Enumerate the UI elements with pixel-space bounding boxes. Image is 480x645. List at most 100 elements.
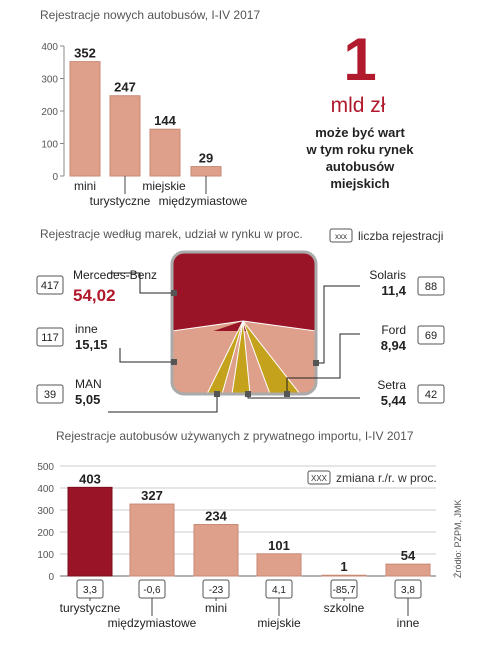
chart3-bar: [321, 574, 367, 577]
chart3-value-label: 101: [268, 538, 290, 553]
chart2-legend-label: liczba rejestracji: [358, 229, 443, 243]
chart3-category-label: inne: [397, 616, 420, 630]
chart1-y-tick: 400: [41, 42, 58, 53]
brand-name: inne: [75, 322, 98, 336]
chart3-category-label: turystyczne: [60, 601, 121, 615]
chart3-value-label: 54: [401, 548, 416, 563]
chart3-bar: [256, 553, 302, 577]
chart1-y-tick: 0: [52, 172, 58, 183]
chart2-title: Rejestracje według marek, udział w rynku…: [40, 227, 303, 241]
brand-name: MAN: [75, 377, 102, 391]
chart1-category-label: międzymiastowe: [159, 194, 248, 208]
slice-setra: [232, 321, 250, 394]
chart1-value-label: 352: [74, 46, 96, 61]
brand-count-box: [417, 325, 445, 345]
chart2-legend-box: [329, 228, 353, 243]
chart2-legend-box-text: xxx: [335, 232, 347, 241]
chart3-bar: [193, 524, 239, 577]
headline-unit: mld zł: [331, 94, 386, 117]
chart1-bar: [69, 61, 101, 177]
brand-count-box: [417, 384, 445, 404]
brand-share: 54,02: [73, 286, 116, 305]
chart3-y-tick: 500: [37, 462, 54, 473]
chart1-bar: [149, 128, 181, 177]
chart3-bar: [385, 563, 431, 577]
brand-share: 15,15: [75, 337, 108, 352]
chart3-bar: [129, 503, 175, 577]
chart3-change-value: -23: [209, 585, 224, 596]
brand-count: 417: [41, 280, 59, 292]
chart3-value-label: 327: [141, 488, 163, 503]
slice-solaris: [243, 321, 316, 394]
chart1-value-label: 29: [199, 151, 213, 166]
chart3-value-label: 403: [79, 471, 101, 486]
chart3-y-tick: 400: [37, 484, 54, 495]
chart3-y-tick: 0: [48, 572, 54, 583]
chart3-change-value: -85,7: [333, 585, 356, 596]
chart3-y-axis: 0 100 200 300 400 500: [37, 462, 436, 583]
brand-box-frame: [170, 250, 318, 396]
chart3-change-value: 3,3: [83, 585, 97, 596]
chart1-category-label: mini: [74, 179, 96, 193]
brand-count-box: [36, 275, 64, 295]
chart1-y-axis: 0 100 200 300 400: [41, 42, 65, 183]
headline-line-4: miejskich: [330, 176, 389, 191]
chart2-brand-box: [170, 250, 318, 396]
headline-number: 1: [343, 26, 376, 93]
chart1-category-label: miejskie: [142, 179, 186, 193]
chart1-bar: [190, 166, 222, 177]
brand-share: 5,05: [75, 392, 100, 407]
brand-count: 88: [425, 281, 437, 293]
chart3-title: Rejestracje autobusów używanych z prywat…: [56, 429, 414, 443]
brand-count: 69: [425, 330, 437, 342]
chart3-y-tick: 200: [37, 528, 54, 539]
brand-name: Setra: [377, 378, 406, 392]
chart3-change-value: -0,6: [143, 585, 161, 596]
chart1-y-tick: 100: [41, 140, 58, 151]
chart1-y-tick: 300: [41, 75, 58, 86]
brand-share: 8,94: [381, 338, 407, 353]
chart3-legend-box: [307, 470, 331, 485]
chart2-leader-markers: [171, 290, 319, 397]
brand-count-box: [417, 276, 445, 296]
chart3-change-value: 4,1: [272, 585, 286, 596]
brand-count: 117: [41, 332, 59, 344]
chart3-y-tick: 300: [37, 506, 54, 517]
chart3-change-value: 3,8: [401, 585, 415, 596]
chart3-category-label: szkolne: [324, 601, 365, 615]
source-credit: Źródło: PZPM, JMK: [453, 499, 463, 578]
brand-name: Ford: [381, 323, 406, 337]
chart2-leader-lines: [108, 272, 360, 413]
chart3-legend-box-text: XXX: [311, 474, 328, 483]
chart3-category-label: miejskie: [257, 616, 301, 630]
slice-inne-upper: [172, 321, 243, 345]
chart1-value-label: 247: [114, 80, 136, 95]
chart3-bar: [67, 486, 113, 577]
brand-count: 39: [44, 389, 56, 401]
chart3-value-label: 1: [340, 559, 347, 574]
chart3-category-label: międzymiastowe: [108, 616, 197, 630]
headline-line-1: może być wart: [315, 125, 405, 140]
chart3-y-tick: 100: [37, 550, 54, 561]
chart3-legend-label: zmiana r./r. w proc.: [336, 471, 437, 485]
headline-line-2: w tym roku rynek: [306, 142, 415, 157]
brand-count-box: [36, 327, 64, 347]
brand-share: 5,44: [381, 393, 407, 408]
chart1-category-label: turystyczne: [90, 194, 151, 208]
brand-name: Mercedes-Benz: [73, 268, 157, 282]
brand-name: Solaris: [369, 268, 406, 282]
brand-count-box: [36, 384, 64, 404]
chart1-bar: [109, 95, 141, 177]
chart3-bars: 403 3,3 turystyczne 327 -0,6 międzymiastowe 23…: [60, 471, 431, 630]
chart3-category-label: mini: [205, 601, 227, 615]
slice-mercedes-benz: [172, 252, 316, 331]
chart1-bars: 352 mini 247 turystyczne 144 miejskie 29 między…: [69, 46, 248, 208]
chart1-value-label: 144: [154, 113, 176, 128]
brand-count: 42: [425, 389, 437, 401]
chart1-y-tick: 200: [41, 107, 58, 118]
brand-share: 11,4: [381, 283, 406, 298]
headline-line-3: autobusów: [326, 159, 395, 174]
chart1-title: Rejestracje nowych autobusów, I-IV 2017: [40, 8, 260, 22]
